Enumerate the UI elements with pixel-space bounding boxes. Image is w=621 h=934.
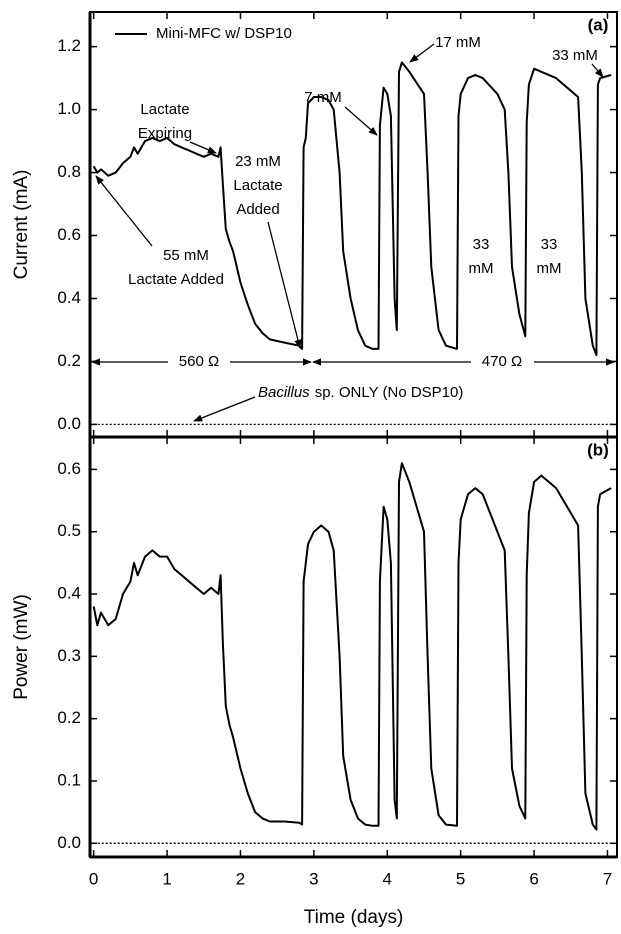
annotation-arrow (409, 43, 435, 63)
data-line (92, 61, 612, 357)
annotation: Lactate Added (128, 271, 224, 288)
data-line (92, 462, 612, 831)
y-tick-label: 0.1 (57, 770, 81, 789)
annotation: 23 mM (235, 153, 281, 170)
y-tick-label: 0.4 (57, 584, 81, 603)
annotation: 17 mM (435, 34, 481, 51)
x-tick-label: 4 (383, 869, 392, 888)
annotation-arrow (189, 141, 217, 154)
y-tick-label: 0.6 (57, 459, 81, 478)
x-tick-label: 6 (529, 869, 538, 888)
annotation: 55 mM (163, 247, 209, 264)
y-tick-label: 0.0 (57, 414, 81, 433)
plot-frame (89, 436, 618, 858)
annotation: Bacillus sp. ONLY (No DSP10) (258, 384, 463, 401)
y-axis-label: Power (mW) (11, 594, 32, 700)
y-tick-label: 0.8 (57, 162, 81, 181)
panel-label: (b) (587, 440, 609, 459)
plot-frame (89, 11, 618, 438)
annotation: 33 mM (552, 47, 598, 64)
x-tick-label: 5 (456, 869, 465, 888)
y-tick-label: 0.4 (57, 288, 81, 307)
y-tick-label: 0.0 (57, 833, 81, 852)
y-axis-label: Current (mA) (11, 170, 32, 280)
legend-label: Mini-MFC w/ DSP10 (156, 25, 292, 42)
annotation: 560 Ω (179, 353, 219, 370)
annotation: mM (469, 260, 494, 277)
annotation: Expiring (138, 125, 192, 142)
panel-label: (a) (588, 15, 609, 34)
y-tick-label: 0.5 (57, 521, 81, 540)
y-tick-label: 1.0 (57, 99, 81, 118)
annotation: 33 (541, 236, 558, 253)
x-tick-label: 7 (603, 869, 612, 888)
x-axis-label: Time (days) (304, 907, 404, 928)
annotation-arrow (591, 63, 604, 78)
annotation-italic: Bacillus (258, 384, 310, 401)
annotation: Lactate (140, 101, 189, 118)
y-tick-label: 0.6 (57, 225, 81, 244)
annotation: 470 Ω (482, 353, 522, 370)
x-tick-label: 3 (309, 869, 318, 888)
annotation: Lactate (233, 177, 282, 194)
annotation: 33 (473, 236, 490, 253)
x-tick-label: 0 (89, 869, 98, 888)
y-tick-label: 0.2 (57, 708, 81, 727)
y-tick-label: 0.2 (57, 351, 81, 370)
annotation-text: sp. ONLY (No DSP10) (315, 384, 464, 401)
annotation-arrow (193, 396, 256, 422)
x-tick-label: 2 (236, 869, 245, 888)
annotation-arrow (267, 221, 302, 349)
annotation: Added (236, 201, 279, 218)
annotation: mM (537, 260, 562, 277)
annotation-arrow (95, 175, 153, 247)
y-tick-label: 0.3 (57, 646, 81, 665)
y-tick-label: 1.2 (57, 36, 81, 55)
annotation: 7 mM (304, 89, 342, 106)
annotation-arrow (344, 106, 378, 136)
x-tick-label: 1 (162, 869, 171, 888)
